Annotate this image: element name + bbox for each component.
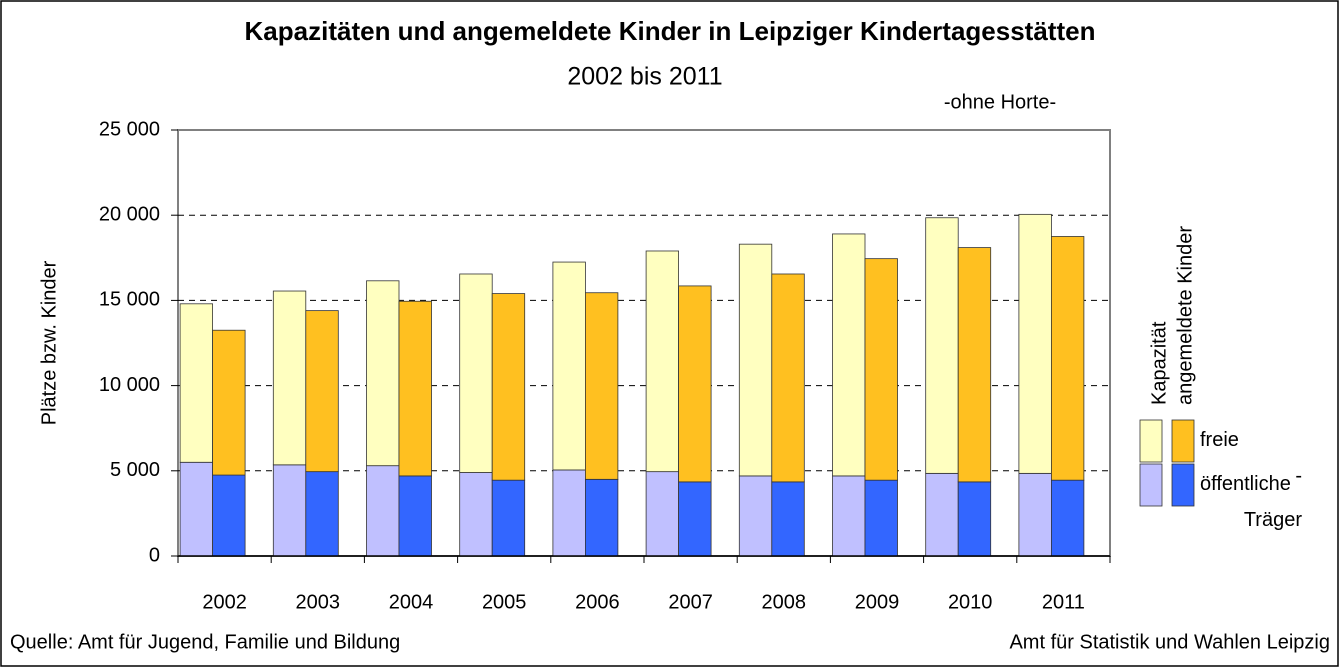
bar-segment — [398, 475, 432, 557]
bar-segment — [957, 247, 992, 483]
bar-segment — [212, 474, 246, 557]
bar-segment — [771, 273, 805, 483]
x-tick-label: 2009 — [855, 591, 900, 613]
bar-segment — [738, 475, 773, 557]
x-tick-label: 2002 — [202, 591, 247, 613]
bar-segment — [585, 478, 619, 557]
bar-segment — [272, 464, 307, 557]
publisher: Amt für Statistik und Wahlen Leipzig — [1009, 631, 1330, 653]
bar-segment — [678, 481, 712, 557]
bar-segment — [491, 293, 526, 481]
bar-segment — [305, 310, 339, 473]
y-axis-label: Plätze bzw. Kinder — [38, 260, 60, 425]
legend-swatch — [1171, 463, 1195, 507]
bar-segment — [645, 250, 679, 473]
x-tick-label: 2010 — [948, 591, 993, 613]
y-tick-label: 0 — [149, 544, 160, 566]
bar-segment — [459, 273, 493, 473]
bar-segment — [1051, 236, 1085, 481]
bar-segment — [864, 479, 898, 557]
legend-group: angemeldete Kinder — [1174, 226, 1196, 405]
bar-segment — [459, 472, 493, 557]
legend-label: öffentliche Träger — [1200, 473, 1302, 531]
legend-group: Kapazität — [1148, 321, 1170, 405]
bar-segment — [305, 471, 339, 557]
y-tick-label: 25 000 — [99, 118, 160, 140]
bar-segment — [491, 479, 526, 557]
bar-segment — [771, 481, 805, 557]
y-tick-label: 10 000 — [99, 374, 160, 396]
x-tick-label: 2008 — [762, 591, 807, 613]
x-tick-label: 2006 — [575, 591, 620, 613]
bar-segment — [179, 303, 214, 463]
x-tick-label: 2005 — [482, 591, 527, 613]
bar-segment — [366, 280, 400, 467]
legend-label: freie - — [1200, 429, 1302, 487]
chart-title: Kapazitäten und angemeldete Kinder in Le… — [245, 16, 1096, 46]
bar-segment — [552, 469, 586, 557]
x-tick-label: 2003 — [296, 591, 341, 613]
bar-segment — [957, 481, 992, 557]
bar-segment — [678, 285, 712, 483]
x-tick-label: 2011 — [1042, 591, 1085, 613]
x-tick-label: 2007 — [668, 591, 713, 613]
bar-segment — [832, 233, 866, 477]
chart-subtitle: 2002 bis 2011 — [567, 63, 722, 91]
note: -ohne Horte- — [944, 91, 1056, 113]
bar-segment — [272, 290, 307, 466]
legend-swatch — [1139, 419, 1163, 463]
legend-swatch — [1139, 463, 1163, 507]
x-tick-label: 2004 — [389, 591, 434, 613]
bar-segment — [1051, 479, 1085, 557]
legend-swatch — [1171, 419, 1195, 463]
bar-segment — [645, 471, 679, 557]
bar-segment — [366, 465, 400, 557]
y-tick-label: 5 000 — [110, 459, 160, 481]
bar-segment — [925, 217, 959, 474]
source: Quelle: Amt für Jugend, Familie und Bild… — [10, 631, 400, 653]
bar-segment — [864, 258, 898, 481]
bar-segment — [1018, 213, 1052, 474]
bar-segment — [552, 261, 586, 471]
bar-segment — [925, 472, 959, 557]
y-tick-label: 15 000 — [99, 289, 160, 311]
bar-segment — [398, 300, 432, 477]
bar-segment — [738, 243, 773, 477]
bar-segment — [585, 292, 619, 480]
bar-segment — [832, 475, 866, 557]
bar-segment — [212, 329, 246, 476]
bar-segment — [179, 461, 214, 557]
bar-segment — [1018, 472, 1052, 557]
y-tick-label: 20 000 — [99, 203, 160, 225]
